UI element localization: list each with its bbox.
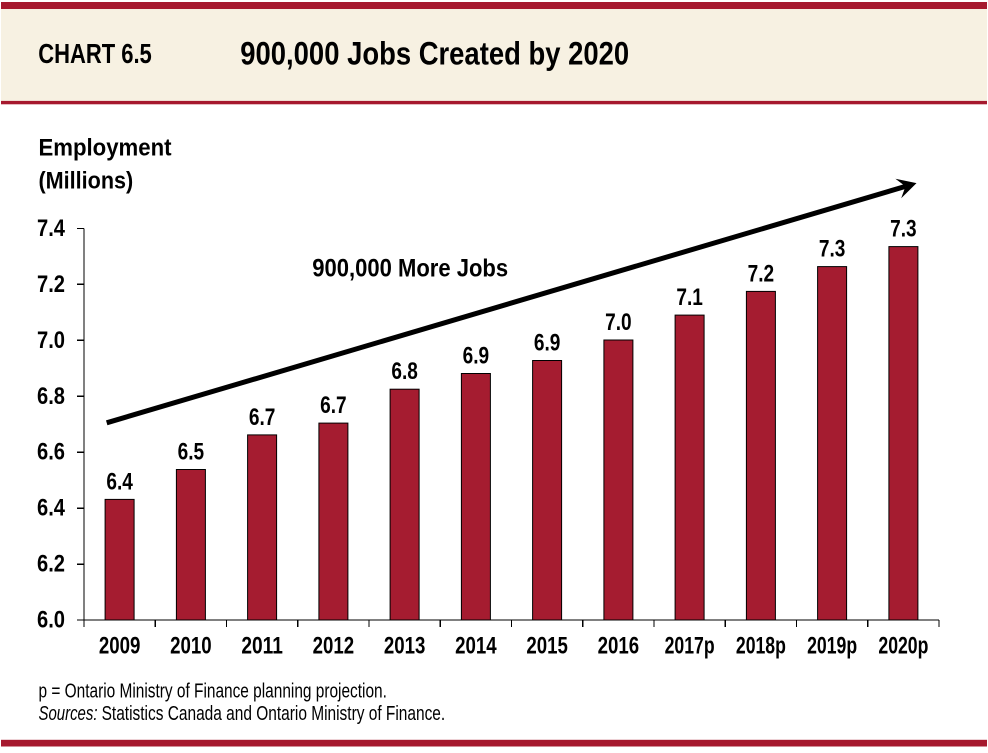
svg-text:2019p: 2019p	[807, 632, 857, 659]
svg-text:2009: 2009	[99, 632, 141, 659]
svg-text:(Millions): (Millions)	[39, 168, 134, 195]
svg-text:CHART 6.5: CHART 6.5	[38, 38, 152, 69]
svg-text:6.2: 6.2	[37, 551, 65, 578]
svg-text:p = Ontario Ministry of Financ: p = Ontario Ministry of Finance planning…	[39, 681, 387, 703]
svg-text:6.6: 6.6	[37, 439, 65, 466]
svg-text:2014: 2014	[455, 632, 497, 659]
svg-text:900,000 More Jobs: 900,000 More Jobs	[312, 255, 508, 283]
svg-text:6.8: 6.8	[391, 358, 418, 385]
svg-text:7.3: 7.3	[890, 216, 917, 243]
svg-text:Employment: Employment	[39, 134, 172, 161]
svg-text:6.7: 6.7	[320, 392, 347, 419]
svg-text:2011: 2011	[241, 632, 283, 659]
svg-text:6.7: 6.7	[249, 404, 276, 431]
svg-text:2015: 2015	[526, 632, 568, 659]
svg-text:2016: 2016	[598, 632, 640, 659]
svg-text:7.4: 7.4	[37, 215, 66, 242]
svg-text:7.2: 7.2	[37, 271, 65, 298]
svg-text:Statistics Canada and Ontario: Statistics Canada and Ontario Ministry o…	[102, 703, 446, 725]
svg-text:6.9: 6.9	[534, 330, 561, 357]
svg-text:6.8: 6.8	[37, 383, 65, 410]
svg-text:7.3: 7.3	[819, 236, 846, 263]
svg-text:2013: 2013	[384, 632, 426, 659]
svg-text:2010: 2010	[170, 632, 212, 659]
svg-text:2018p: 2018p	[736, 632, 786, 659]
svg-text:2020p: 2020p	[878, 632, 928, 659]
svg-text:2017p: 2017p	[665, 632, 715, 659]
svg-text:2012: 2012	[313, 632, 355, 659]
svg-text:6.4: 6.4	[37, 495, 66, 522]
svg-text:6.4: 6.4	[106, 468, 133, 495]
svg-text:7.1: 7.1	[676, 284, 703, 311]
svg-text:Sources:: Sources:	[39, 703, 98, 725]
svg-text:6.9: 6.9	[463, 343, 490, 370]
svg-text:7.0: 7.0	[605, 309, 632, 336]
svg-text:7.0: 7.0	[37, 327, 65, 354]
svg-text:6.5: 6.5	[178, 439, 205, 466]
svg-text:900,000 Jobs Created by 2020: 900,000 Jobs Created by 2020	[240, 35, 629, 71]
svg-text:7.2: 7.2	[748, 260, 775, 287]
svg-text:6.0: 6.0	[37, 607, 65, 634]
